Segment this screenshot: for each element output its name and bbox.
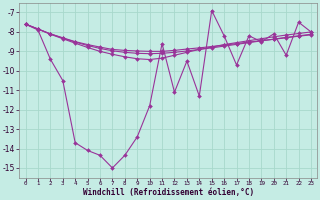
X-axis label: Windchill (Refroidissement éolien,°C): Windchill (Refroidissement éolien,°C) [83, 188, 254, 197]
